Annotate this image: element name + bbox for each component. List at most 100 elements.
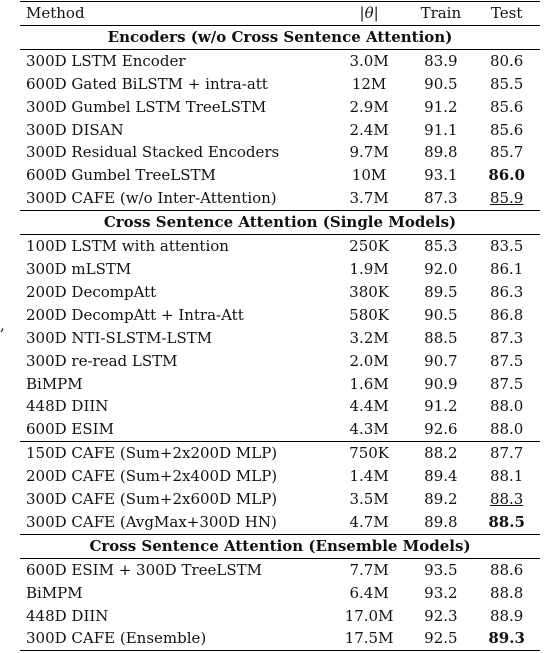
method-cell: 300D re-read LSTM — [26, 351, 178, 370]
method-cell: 300D Gumbel LSTM TreeLSTM — [26, 97, 267, 116]
params-cell: 6.4M — [349, 583, 389, 602]
test-cell: 86.8 — [473, 304, 540, 327]
params-cell: 3.7M — [349, 189, 389, 208]
test-cell: 85.9 — [473, 187, 540, 210]
test-cell: 86.0 — [473, 164, 540, 187]
method-cell: 600D Gated BiLSTM + intra-att — [26, 74, 268, 93]
train-cell: 93.5 — [424, 560, 458, 579]
test-cell: 88.9 — [473, 605, 540, 628]
table-row: 200D CAFE (Sum+2x400D MLP) 1.4M 89.4 88.1 — [20, 465, 540, 488]
header-train: Train — [408, 1, 474, 26]
table-row: 200D DecompAtt + Intra-Att 580K 90.5 86.8 — [20, 304, 540, 327]
test-cell: 86.3 — [473, 281, 540, 304]
params-cell: 2.0M — [349, 351, 389, 370]
test-cell: 85.7 — [473, 141, 540, 164]
method-cell: 300D DISAN — [26, 120, 124, 139]
train-cell: 90.7 — [424, 351, 458, 370]
table-row: 300D re-read LSTM 2.0M 90.7 87.5 — [20, 350, 540, 373]
params-cell: 1.6M — [349, 374, 389, 393]
table-row: 300D LSTM Encoder 3.0M 83.9 80.6 — [20, 49, 540, 72]
test-cell: 88.1 — [473, 465, 540, 488]
train-cell: 90.5 — [424, 305, 458, 324]
method-cell: 300D mLSTM — [26, 259, 132, 278]
params-cell: 380K — [349, 282, 389, 301]
test-score: 89.3 — [488, 629, 525, 648]
test-score: 87.7 — [489, 444, 524, 463]
header-params: |θ| — [329, 1, 409, 26]
params-cell: 250K — [349, 237, 389, 256]
params-cell: 4.7M — [349, 512, 389, 531]
section-title: Cross Sentence Attention (Ensemble Model… — [20, 533, 540, 559]
train-cell: 89.8 — [424, 143, 458, 162]
table-row: 600D Gated BiLSTM + intra-att 12M 90.5 85.5 — [20, 73, 540, 96]
params-cell: 580K — [349, 305, 389, 324]
test-score: 85.5 — [489, 74, 524, 93]
method-cell: BiMPM — [26, 583, 83, 602]
table-row: 300D CAFE (w/o Inter-Attention) 3.7M 87.3 8… — [20, 187, 540, 210]
train-cell: 91.1 — [424, 120, 458, 139]
test-score: 88.5 — [488, 512, 525, 531]
method-cell: 600D ESIM — [26, 420, 114, 439]
params-cell: 2.9M — [349, 97, 389, 116]
method-cell: 200D DecompAtt + Intra-Att — [26, 305, 244, 324]
test-cell: 85.5 — [473, 73, 540, 96]
test-cell: 87.5 — [473, 373, 540, 396]
params-bar-open: | — [359, 4, 365, 22]
method-cell: 150D CAFE (Sum+2x200D MLP) — [20, 441, 330, 466]
test-score: 88.0 — [489, 397, 524, 416]
method-cell: 200D DecompAtt — [26, 282, 157, 301]
params-cell: 1.4M — [349, 467, 389, 486]
test-score: 87.5 — [489, 351, 524, 370]
params-cell: 1.9M — [349, 259, 389, 278]
results-table-body: Method |θ| Train Test Encoders (w/o Cros… — [20, 1, 540, 652]
train-cell: 90.9 — [424, 374, 458, 393]
params-cell: 4.3M — [349, 420, 389, 439]
test-cell: 87.5 — [473, 350, 540, 373]
train-cell: 92.5 — [408, 627, 474, 652]
params-cell: 2.4M — [349, 120, 389, 139]
method-cell: 448D DIIN — [26, 397, 109, 416]
test-score: 80.6 — [489, 51, 524, 70]
table-row: BiMPM 6.4M 93.2 88.8 — [20, 582, 540, 605]
section-title: Encoders (w/o Cross Sentence Attention) — [20, 24, 540, 50]
test-cell: 80.6 — [473, 49, 540, 72]
test-score: 86.1 — [489, 259, 524, 278]
table-row: 200D DecompAtt 380K 89.5 86.3 — [20, 281, 540, 304]
params-cell: 9.7M — [349, 143, 389, 162]
test-score: 88.6 — [489, 560, 524, 579]
test-score: 86.8 — [489, 305, 524, 324]
params-cell: 10M — [351, 166, 387, 185]
test-cell: 88.3 — [473, 488, 540, 511]
method-cell: 300D LSTM Encoder — [26, 51, 186, 70]
train-cell: 85.3 — [424, 237, 458, 256]
train-cell: 90.5 — [424, 74, 458, 93]
method-cell: 448D DIIN — [26, 606, 109, 625]
test-score: 85.9 — [489, 189, 524, 208]
train-cell: 89.4 — [424, 467, 458, 486]
method-cell: 300D Residual Stacked Encoders — [26, 143, 280, 162]
train-cell: 93.1 — [424, 166, 458, 185]
table-row: 448D DIIN 4.4M 91.2 88.0 — [20, 395, 540, 418]
params-cell: 17.5M — [329, 627, 409, 652]
section-header: Cross Sentence Attention (Single Models) — [20, 210, 540, 236]
table-row: 300D Residual Stacked Encoders 9.7M 89.8 85… — [20, 141, 540, 164]
table-row: 300D CAFE (Sum+2x600D MLP) 3.5M 89.2 88.3 — [20, 488, 540, 511]
section-title: Cross Sentence Attention (Single Models) — [20, 210, 540, 236]
params-cell: 4.4M — [349, 397, 389, 416]
method-cell: 300D CAFE (AvgMax+300D HN) — [26, 512, 277, 531]
params-cell: 3.0M — [349, 51, 389, 70]
method-cell: 100D LSTM with attention — [26, 237, 229, 256]
train-cell: 91.2 — [424, 397, 458, 416]
method-cell: 600D ESIM + 300D TreeLSTM — [26, 560, 262, 579]
table-row: 300D NTI-SLSTM-LSTM 3.2M 88.5 87.3 — [20, 327, 540, 350]
test-score: 88.8 — [489, 583, 524, 602]
train-cell: 88.2 — [408, 441, 474, 466]
train-cell: 89.2 — [424, 490, 458, 509]
table-row: 100D LSTM with attention 250K 85.3 83.5 — [20, 235, 540, 258]
method-cell: BiMPM — [26, 374, 83, 393]
method-cell: 200D CAFE (Sum+2x400D MLP) — [26, 467, 278, 486]
test-cell: 86.1 — [473, 258, 540, 281]
train-cell: 89.8 — [424, 512, 458, 531]
table-row: 300D DISAN 2.4M 91.1 85.6 — [20, 119, 540, 142]
stray-comma: , — [0, 316, 5, 334]
